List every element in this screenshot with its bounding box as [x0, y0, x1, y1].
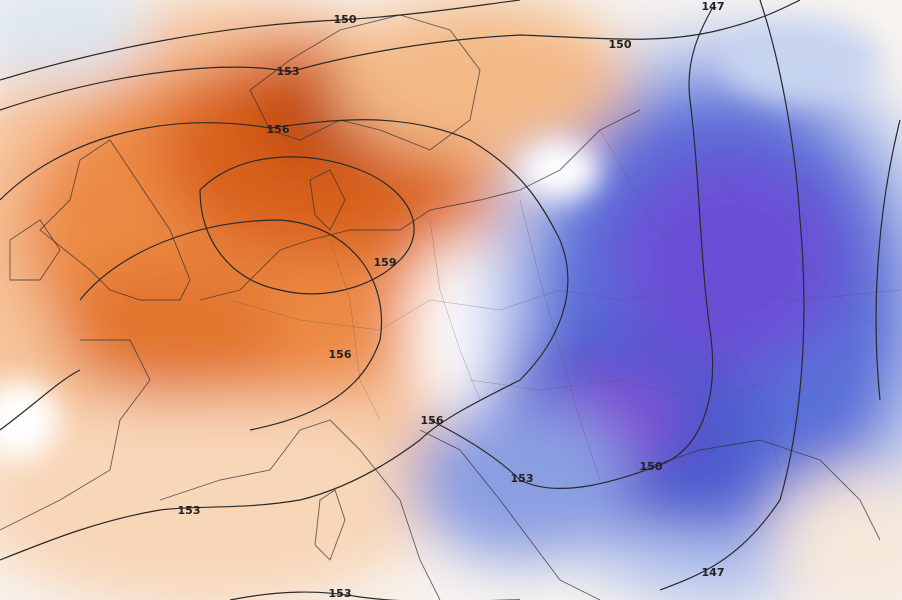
contour-labels: 150 147 150 153 156 159 156 156 153 150 …	[178, 0, 725, 600]
contour-label: 153	[329, 587, 352, 600]
contour-label: 150	[334, 13, 357, 26]
contour-label: 147	[702, 566, 725, 579]
contour-label: 147	[702, 0, 725, 13]
contour-label: 150	[640, 460, 663, 473]
contour-label: 153	[178, 504, 201, 517]
temperature-detail	[0, 20, 880, 460]
contour-label: 156	[329, 348, 352, 361]
contour-label: 153	[277, 65, 300, 78]
contour-label: 156	[267, 123, 290, 136]
contour-label: 153	[511, 472, 534, 485]
contour-label: 150	[609, 38, 632, 51]
coastlines	[0, 14, 881, 600]
contour-label: 159	[374, 256, 397, 269]
contour-label: 156	[421, 414, 444, 427]
borders	[229, 129, 901, 481]
